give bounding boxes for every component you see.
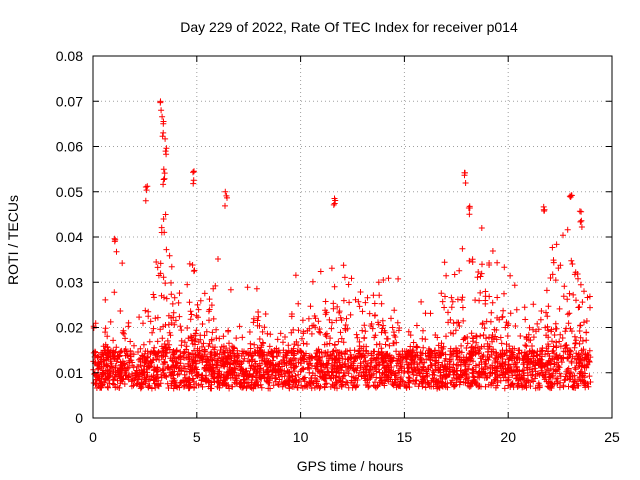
y-tick-label: 0.03 (56, 274, 83, 290)
x-tick-label: 10 (293, 429, 309, 445)
y-tick-label: 0.06 (56, 139, 83, 155)
x-axis-ticks: 0 5 10 15 20 25 (89, 56, 620, 445)
grid-lines (93, 56, 612, 418)
y-tick-label: 0.01 (56, 365, 83, 381)
data-points (90, 98, 594, 392)
y-tick-label: 0 (75, 410, 83, 426)
y-axis-ticks: 0 0.01 0.02 0.03 0.04 0.05 0.06 0.07 0.08 (56, 48, 612, 426)
y-tick-label: 0.08 (56, 48, 83, 64)
chart-title: Day 229 of 2022, Rate Of TEC Index for r… (180, 19, 518, 35)
y-tick-label: 0.05 (56, 184, 83, 200)
x-tick-label: 0 (89, 429, 97, 445)
x-tick-label: 25 (604, 429, 620, 445)
y-tick-label: 0.07 (56, 93, 83, 109)
x-tick-label: 5 (193, 429, 201, 445)
y-tick-label: 0.02 (56, 320, 83, 336)
y-tick-label: 0.04 (56, 229, 83, 245)
x-tick-label: 15 (397, 429, 413, 445)
y-axis-label: ROTI / TECUs (5, 195, 21, 285)
x-tick-label: 20 (500, 429, 516, 445)
scatter-markers (90, 98, 594, 392)
x-axis-label: GPS time / hours (297, 458, 404, 474)
